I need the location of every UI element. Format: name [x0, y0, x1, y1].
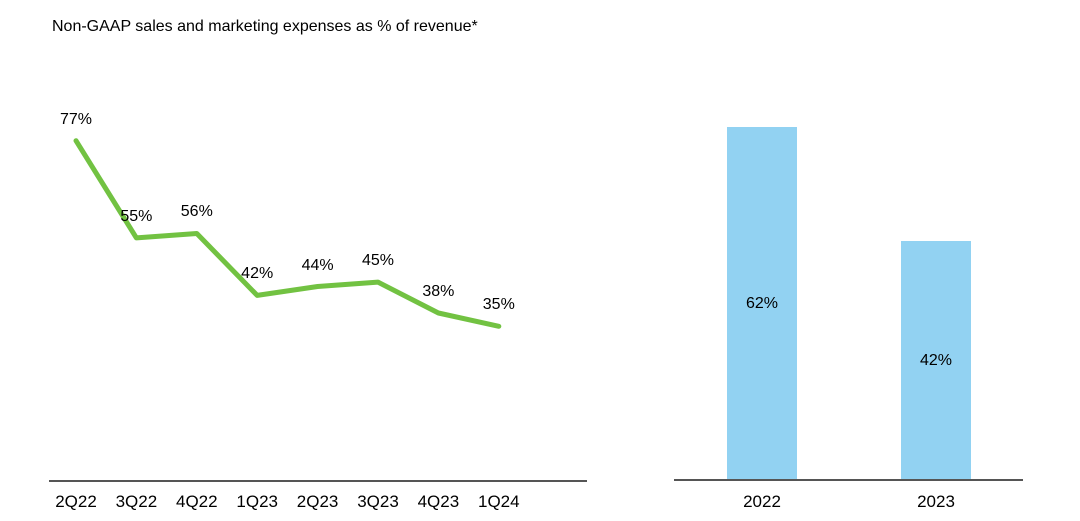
line-x-tick-label: 4Q23	[417, 492, 460, 511]
line-x-tick-label: 2Q22	[55, 492, 97, 511]
bar-2023: 42%	[901, 241, 971, 480]
line-value-label: 42%	[241, 265, 274, 283]
line-value-label: 77%	[59, 110, 93, 128]
line-x-tick-label: 3Q23	[357, 492, 399, 511]
line-chart-x-axis	[49, 480, 587, 482]
line-value-label: 55%	[120, 207, 153, 225]
line-value-label: 44%	[301, 256, 334, 274]
line-series	[73, 138, 502, 329]
bar-chart-x-axis	[674, 479, 1023, 481]
line-x-tick-label: 1Q24	[478, 492, 520, 511]
line-value-label: 45%	[361, 252, 395, 270]
line-value-label: 38%	[422, 283, 455, 301]
bar-value-label: 62%	[745, 294, 779, 312]
line-value-label: 56%	[180, 203, 213, 221]
bar-x-tick-label: 2023	[917, 492, 955, 511]
bar-2022: 62%	[727, 127, 797, 480]
line-x-tick-label: 1Q23	[236, 492, 278, 511]
chart-title: Non-GAAP sales and marketing expenses as…	[52, 18, 478, 35]
line-x-tick-label: 4Q22	[176, 492, 218, 511]
line-x-tick-label: 2Q23	[296, 492, 339, 511]
line-value-label: 35%	[482, 296, 515, 314]
bar-value-label: 42%	[919, 351, 953, 369]
bar-x-tick-label: 2022	[743, 492, 781, 511]
line-x-tick-label: 3Q22	[115, 492, 158, 511]
